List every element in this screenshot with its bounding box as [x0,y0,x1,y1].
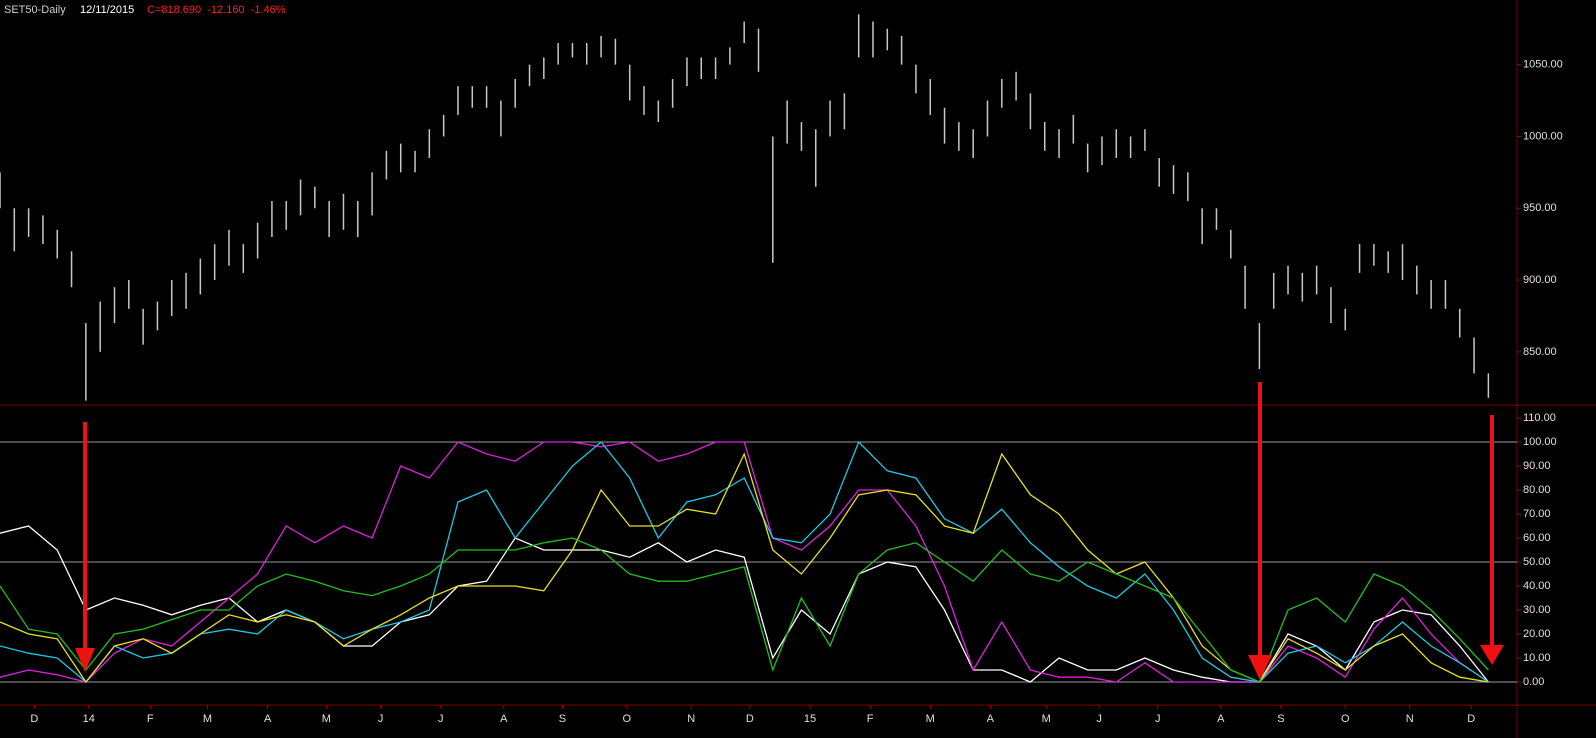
x-tick-label: J [378,713,384,725]
oscillator-line [0,537,1489,683]
y-tick-label: 950.00 [1523,202,1557,214]
y-tick-label: 900.00 [1523,274,1557,286]
x-tick-label: S [559,713,566,725]
x-tick-label: N [1406,713,1414,725]
x-tick-label: A [500,713,508,725]
x-tick-label: D [30,713,38,725]
chart-title: SET50-Daily [4,4,66,16]
x-tick-label: D [746,713,754,725]
y-tick-label: 1050.00 [1523,59,1563,71]
x-tick-label: 14 [83,713,95,725]
y-tick-label: 0.00 [1523,676,1544,688]
y-tick-label: 60.00 [1523,532,1551,544]
oscillator-line [0,441,1489,683]
x-tick-label: A [264,713,272,725]
x-tick-label: M [203,713,212,725]
x-tick-label: A [987,713,995,725]
plot-area: 1050.00 1000.00 950.00 900.00 850.00 110.00 10… [0,14,1563,725]
y-tick-label: 1000.00 [1523,130,1563,142]
arrow-head [1480,645,1504,665]
x-tick-label: D [1467,713,1475,725]
y-tick-label: 50.00 [1523,556,1551,568]
x-tick-label: M [926,713,935,725]
x-tick-label: F [147,713,154,725]
x-tick-label: J [1096,713,1102,725]
y-tick-label: 110.00 [1523,412,1556,424]
x-tick-label: 15 [804,713,816,725]
x-tick-label: N [687,713,695,725]
x-tick-label: A [1217,713,1225,725]
y-tick-label: 850.00 [1523,346,1557,358]
y-tick-label: 80.00 [1523,484,1551,496]
x-tick-label: O [1341,713,1350,725]
date-label: 12/11/2015 [80,4,134,16]
y-tick-label: 20.00 [1523,628,1551,640]
x-tick-label: M [322,713,331,725]
x-tick-label: J [438,713,444,725]
quote-annotation: C=818.690 -12.160 -1.46% [147,4,286,16]
y-tick-label: 100.00 [1523,436,1557,448]
x-tick-label: M [1042,713,1051,725]
y-tick-label: 10.00 [1523,652,1551,664]
y-tick-label: 30.00 [1523,604,1551,616]
x-tick-label: S [1277,713,1284,725]
oscillator-line [0,440,1489,683]
arrows [75,382,1504,680]
arrow-head [1248,655,1272,680]
x-tick-label: J [1155,713,1161,725]
x-tick-label: O [623,713,632,725]
y-tick-label: 70.00 [1523,508,1551,520]
x-tick-label: F [867,713,874,725]
y-tick-label: 90.00 [1523,460,1551,472]
arrow-head [75,648,95,672]
y-tick-label: 40.00 [1523,580,1551,592]
